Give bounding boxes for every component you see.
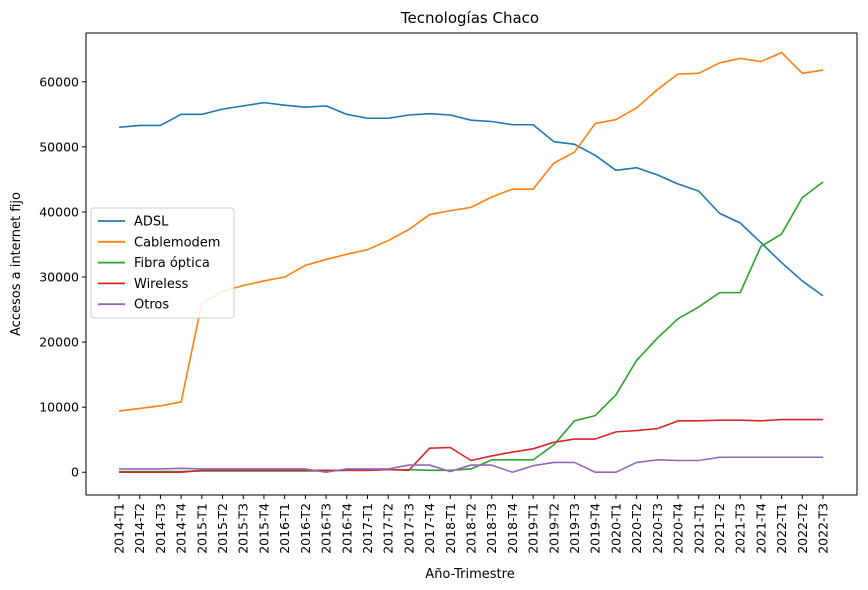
x-tick-label: 2014-T2 [132,503,147,554]
x-tick-label: 2018-T3 [484,503,499,554]
x-tick-label: 2020-T1 [608,503,623,554]
x-tick-label: 2016-T3 [319,503,334,554]
y-tick-label: 50000 [39,139,79,154]
x-tick-label: 2017-T1 [360,503,375,554]
series-line-4 [119,456,823,474]
x-tick-label: 2016-T2 [298,503,313,554]
x-tick-label: 2020-T4 [671,503,686,554]
series-line-3 [119,418,823,474]
x-tick-label: 2022-T2 [795,503,810,554]
x-tick-label: 2020-T3 [650,503,665,554]
x-tick-label: 2021-T3 [733,503,748,554]
y-tick-label: 20000 [39,335,79,350]
chart-title: Tecnologías Chaco [400,9,539,27]
legend-label: Otros [134,298,169,313]
x-tick-label: 2019-T2 [546,503,561,554]
legend-label: Wireless [134,277,189,292]
x-axis: 2014-T1 2014-T2 2014-T3 2014-T4 2015-T1 2015-… [112,495,831,554]
legend: ADSL Cablemodem Fibra óptica Wireless Otros [90,207,235,319]
x-tick-label: 2022-T3 [816,503,831,554]
x-tick-label: 2014-T3 [153,503,168,554]
x-tick-label: 2019-T4 [588,503,603,554]
legend-label: Cablemodem [134,235,220,250]
x-tick-label: 2021-T4 [753,503,768,554]
x-tick-label: 2019-T1 [526,503,541,554]
x-tick-label: 2014-T4 [174,503,189,554]
y-tick-label: 60000 [39,74,79,89]
x-tick-label: 2019-T3 [567,503,582,554]
x-tick-label: 2022-T1 [774,503,789,554]
x-tick-label: 2021-T1 [691,503,706,554]
x-tick-label: 2015-T2 [215,503,230,554]
legend-label: ADSL [134,215,169,230]
x-tick-label: 2014-T1 [112,503,127,554]
y-tick-label: 30000 [39,270,79,285]
series-line-1 [118,51,824,412]
x-tick-label: 2017-T2 [381,503,396,554]
x-axis-title: Año-Trimestre [425,567,514,582]
x-tick-label: 2015-T4 [256,503,271,554]
x-tick-label: 2017-T3 [401,503,416,554]
x-tick-label: 2018-T4 [505,503,520,554]
x-tick-label: 2018-T2 [464,503,479,554]
x-tick-label: 2021-T2 [712,503,727,554]
x-tick-label: 2015-T1 [194,503,209,554]
x-tick-label: 2016-T4 [339,503,354,554]
y-tick-label: 0 [71,465,79,480]
x-tick-label: 2017-T4 [422,503,437,554]
series-lines [118,51,824,474]
x-tick-label: 2018-T1 [443,503,458,554]
y-axis: 0 10000 20000 30000 40000 50000 60000 [39,74,86,480]
legend-label: Fibra óptica [134,256,210,271]
y-tick-label: 40000 [39,204,79,219]
y-tick-label: 10000 [39,400,79,415]
x-tick-label: 2015-T3 [236,503,251,554]
x-tick-label: 2016-T1 [277,503,292,554]
y-axis-title: Accesos a internet fijo [9,192,24,336]
series-line-0 [118,101,824,297]
legend-box [90,207,235,319]
x-tick-label: 2020-T2 [629,503,644,554]
